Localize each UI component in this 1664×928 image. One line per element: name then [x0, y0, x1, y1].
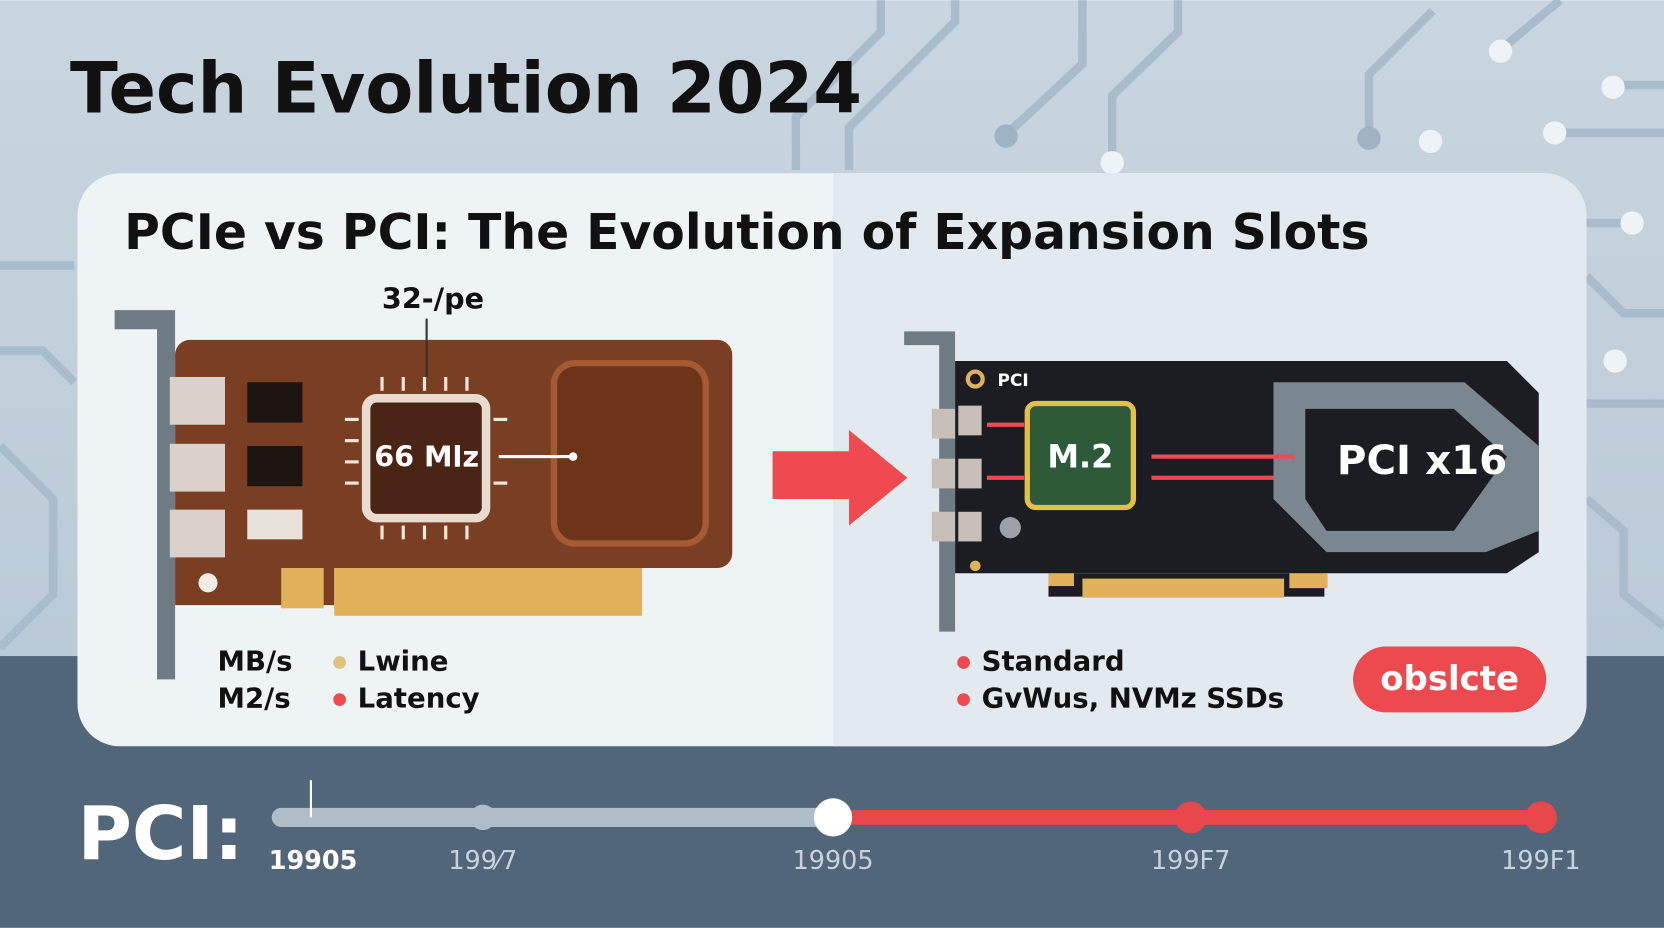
status-badge	[1353, 646, 1547, 713]
pcie-card-illustration-part	[1289, 573, 1328, 589]
pcie-card-illustration	[904, 331, 1539, 632]
circuit-traces-part	[0, 346, 78, 386]
pci-card-illustration	[114, 310, 733, 680]
circuit-nodes	[994, 39, 1644, 373]
circuit-traces-part	[1583, 495, 1664, 630]
chip-label: M.2	[1047, 438, 1113, 476]
pcie-card-illustration-part	[1305, 408, 1507, 531]
pcie-card-illustration-part	[969, 560, 981, 572]
badge-label: obslcte	[1380, 659, 1519, 699]
legend-unit: MB/s	[218, 644, 293, 677]
chip-label: 66 Mlz	[374, 440, 479, 474]
arrow	[772, 430, 908, 526]
legend-item: Lwine	[358, 644, 449, 677]
pci-card-illustration-part	[169, 443, 225, 492]
pcie-card-illustration-part	[931, 408, 956, 439]
legend-dot	[333, 693, 346, 706]
circuit-nodes-part	[1543, 121, 1567, 145]
pci-card-illustration-part	[247, 509, 303, 540]
slot-label: PCI x16	[1337, 437, 1507, 484]
circuit-traces-part	[1583, 273, 1664, 318]
pcie-card-illustration-part	[1048, 573, 1074, 587]
timeline-part	[1524, 801, 1557, 834]
circuit-nodes-part	[1357, 126, 1381, 150]
pci-card-illustration-part	[344, 376, 508, 540]
circuit-nodes-part	[1418, 129, 1443, 154]
pci-card-illustration-part	[169, 509, 225, 558]
timeline-tick: 199F7	[1151, 846, 1230, 876]
pcie-card-illustration-part	[958, 405, 982, 436]
pcie-card-illustration-part	[958, 458, 982, 489]
circuit-nodes-part	[994, 124, 1018, 148]
circuit-nodes-part	[1620, 211, 1644, 235]
pcie-card-illustration-part	[1082, 578, 1285, 598]
circuit-nodes-part	[1100, 150, 1124, 175]
circuit-traces-part	[1364, 7, 1436, 139]
chip-caption: 32-/pe	[382, 282, 484, 316]
pci-card-illustration-part	[198, 573, 218, 593]
pci-card-illustration-part	[334, 568, 643, 616]
circuit-traces-part	[791, 0, 886, 171]
pci-card-illustration-part	[247, 445, 303, 487]
timeline-part	[470, 804, 496, 831]
legend-unit: M2/s	[218, 682, 291, 715]
circuit-nodes-part	[1488, 39, 1513, 63]
timeline-part	[1174, 801, 1207, 834]
pcie-card-illustration-part	[931, 511, 956, 542]
circuit-traces-part	[0, 442, 58, 651]
pcie-card-illustration-part	[931, 458, 956, 489]
pci-card-illustration-part	[114, 310, 176, 680]
timeline-tick: 199⁄7	[448, 846, 517, 876]
pci-card-illustration-part	[281, 568, 324, 609]
pcie-card-illustration-part	[904, 331, 956, 632]
legend-dot	[957, 693, 970, 706]
pci-card-illustration-part	[247, 382, 303, 423]
card-title: PCIe vs PCI: The Evolution of Expansion …	[124, 204, 1369, 261]
timeline-tick: 19905	[793, 846, 874, 876]
pci-card-illustration-part	[361, 393, 491, 523]
card-label: PCI	[998, 371, 1029, 391]
pci-card-illustration-part	[169, 376, 225, 425]
pcie-card-illustration-part	[999, 517, 1021, 539]
infographic-part: 19905 199⁄7 19905 199F7 199F1	[269, 846, 1581, 876]
page-title: Tech Evolution 2024	[70, 48, 862, 130]
circuit-traces-part	[844, 0, 960, 171]
pcie-card-illustration-part	[965, 369, 985, 389]
timeline-tick: 19905	[269, 846, 358, 876]
timeline-label: PCI:	[77, 790, 243, 877]
circuit-nodes-part	[1603, 349, 1627, 373]
circuit-nodes-part	[1601, 75, 1625, 99]
infographic-part: MB/s M2/s Lwine Latency Standard GvWus, …	[218, 644, 1285, 714]
pci-card-illustration-part	[550, 360, 709, 547]
legend-dot	[957, 656, 970, 669]
timeline	[271, 780, 1557, 837]
legend-item: Standard	[982, 644, 1125, 677]
circuit-traces-part	[1005, 0, 1087, 137]
legend-item: GvWus, NVMz SSDs	[982, 682, 1284, 715]
timeline-tick: 199F1	[1501, 846, 1580, 876]
timeline-part	[813, 798, 853, 837]
circuit-traces-part	[1107, 0, 1183, 160]
pcie-card-illustration-part	[986, 422, 1295, 480]
pcie-card-illustration-part	[1024, 400, 1137, 511]
pci-card-illustration-part	[568, 452, 578, 461]
pcie-card-illustration-part	[958, 511, 982, 542]
legend-item: Latency	[358, 682, 480, 715]
legend-dot	[333, 656, 346, 669]
